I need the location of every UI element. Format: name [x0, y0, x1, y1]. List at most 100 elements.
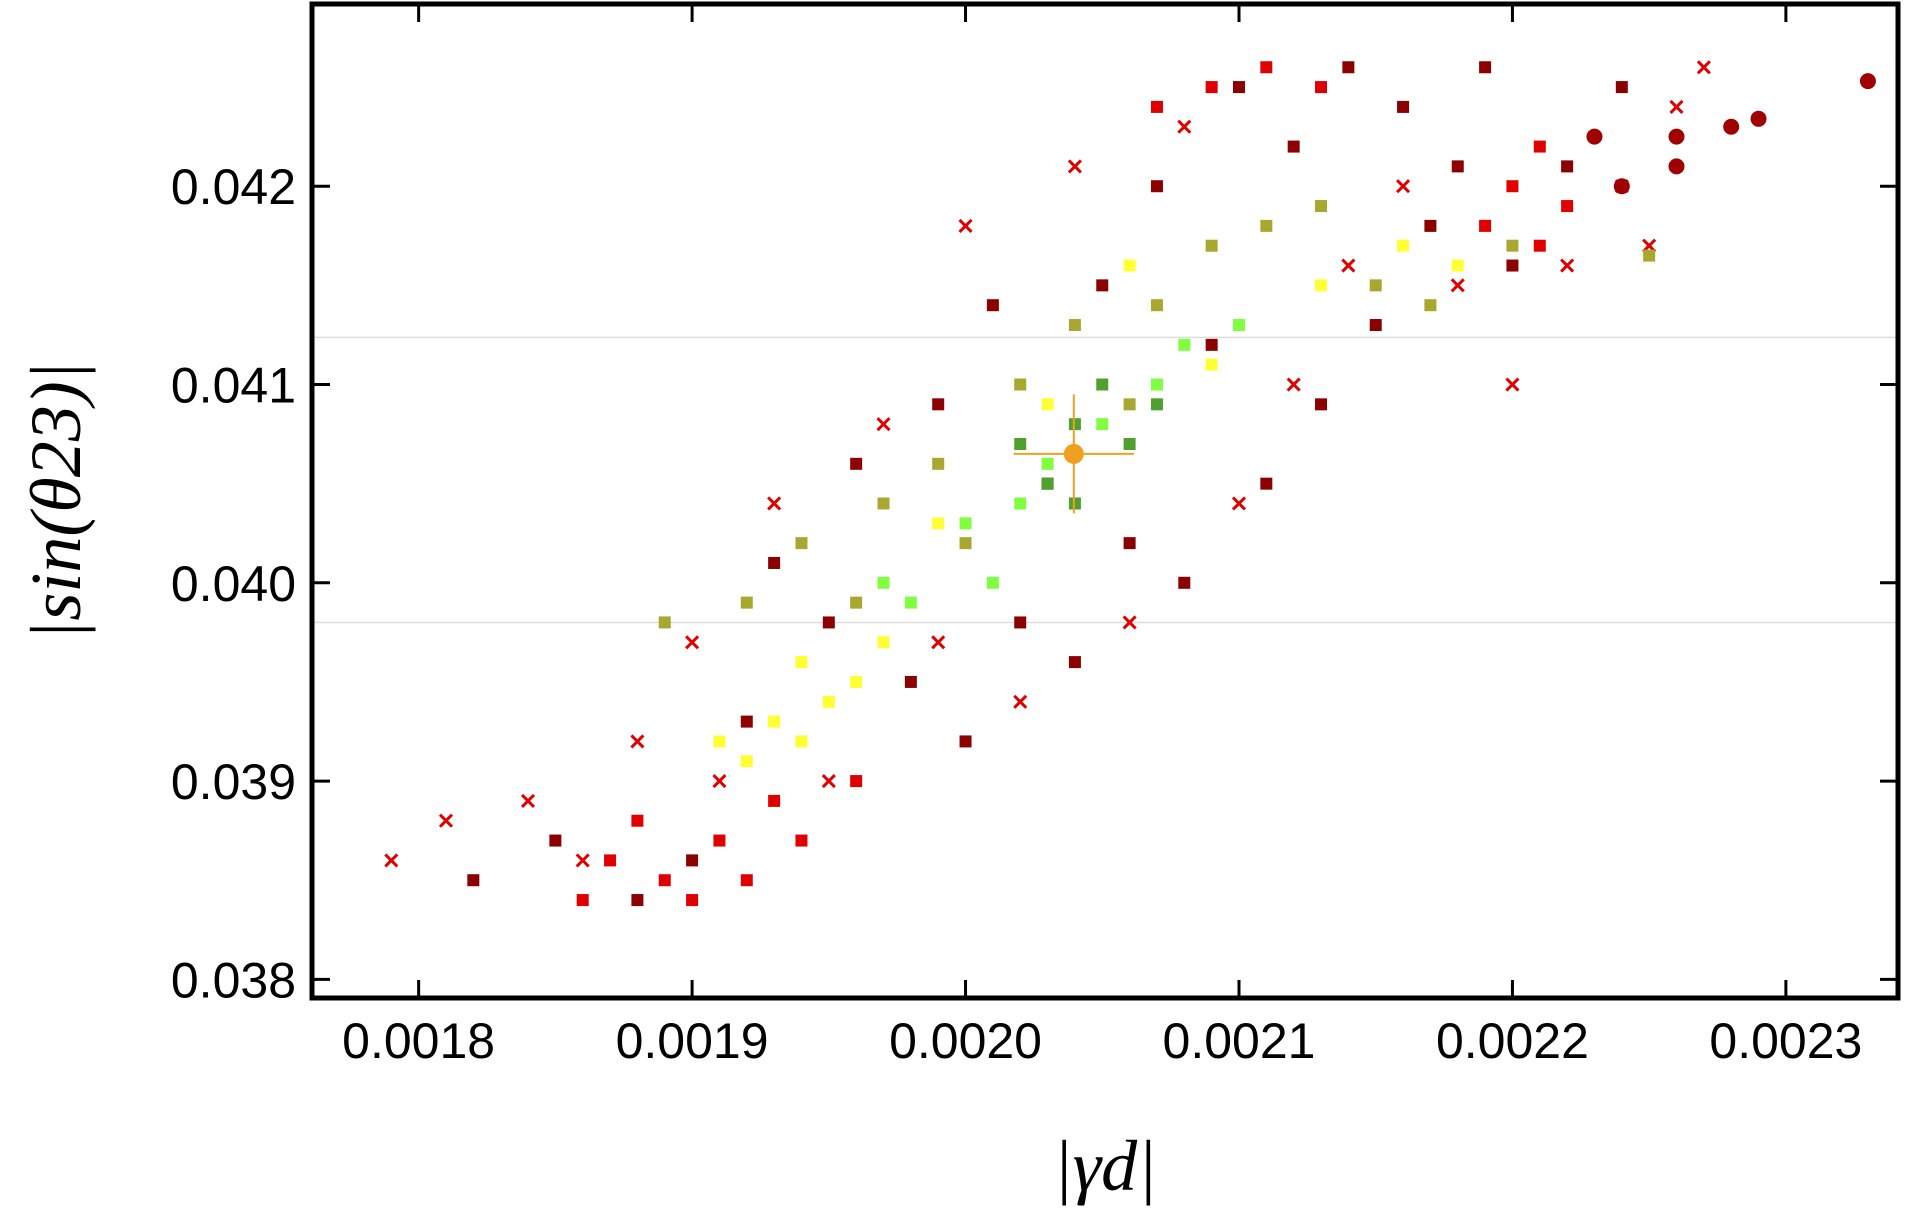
point	[1369, 319, 1382, 332]
y-tick-label: 0.042	[171, 159, 296, 215]
point	[438, 813, 454, 828]
point	[1096, 279, 1109, 292]
x-axis-label: |γd|	[1053, 1126, 1157, 1206]
point	[904, 596, 917, 609]
plot-points	[384, 60, 1876, 907]
point	[850, 775, 863, 788]
point	[658, 874, 671, 887]
point	[1315, 81, 1328, 94]
point	[631, 894, 644, 907]
point	[1260, 219, 1273, 232]
point	[850, 457, 863, 470]
point	[768, 556, 781, 569]
point	[932, 517, 945, 530]
point	[1369, 279, 1382, 292]
point	[1068, 656, 1081, 669]
point	[1506, 239, 1519, 252]
point	[986, 576, 999, 589]
point	[686, 894, 699, 907]
point	[959, 517, 972, 530]
x-tick-label: 0.0018	[342, 1013, 495, 1069]
point	[795, 537, 808, 550]
point	[1150, 398, 1163, 411]
point	[1205, 239, 1218, 252]
point	[1177, 119, 1192, 134]
point	[931, 635, 946, 650]
point	[1014, 497, 1027, 510]
point	[877, 576, 890, 589]
reference-point	[1063, 443, 1084, 464]
point	[877, 636, 890, 649]
point	[1068, 497, 1081, 510]
point	[549, 834, 562, 847]
point	[1533, 140, 1546, 153]
point	[384, 853, 399, 868]
point	[686, 854, 699, 867]
point	[932, 457, 945, 470]
point	[1150, 180, 1163, 193]
point	[658, 616, 671, 629]
point	[467, 874, 480, 887]
point	[520, 793, 536, 808]
point	[795, 834, 808, 847]
point	[630, 734, 645, 749]
point	[740, 874, 753, 887]
point	[1287, 140, 1300, 153]
point	[1232, 319, 1245, 332]
point	[1041, 477, 1054, 490]
point	[1506, 259, 1519, 272]
point	[604, 854, 617, 867]
point	[1315, 200, 1328, 213]
point	[1014, 378, 1027, 391]
point	[876, 417, 891, 432]
point	[1424, 299, 1437, 312]
point	[1096, 418, 1109, 431]
point	[740, 596, 753, 609]
x-tick-label: 0.0022	[1436, 1013, 1589, 1069]
point	[1123, 437, 1136, 450]
point	[795, 656, 808, 669]
y-tick-label: 0.038	[171, 952, 296, 1008]
point	[1260, 477, 1273, 490]
point	[1668, 128, 1685, 145]
point	[1068, 319, 1081, 332]
point	[631, 814, 644, 827]
plot-frame	[309, 1, 1901, 1001]
point	[740, 715, 753, 728]
point	[740, 755, 753, 768]
point	[1178, 338, 1191, 351]
point	[1178, 576, 1191, 589]
point	[1342, 61, 1355, 74]
point	[1205, 81, 1218, 94]
point	[822, 695, 835, 708]
point	[904, 675, 917, 688]
point	[1014, 437, 1027, 450]
point	[713, 735, 726, 748]
point	[1123, 398, 1136, 411]
point	[986, 299, 999, 312]
point	[1696, 60, 1711, 75]
point	[822, 616, 835, 629]
point	[575, 853, 590, 868]
point	[795, 735, 808, 748]
point	[685, 635, 700, 650]
point	[1561, 160, 1574, 173]
point	[712, 774, 727, 789]
point	[1505, 377, 1520, 392]
point	[713, 834, 726, 847]
point	[1859, 73, 1876, 90]
point	[1014, 616, 1027, 629]
point	[850, 675, 863, 688]
point	[768, 715, 781, 728]
point	[959, 537, 972, 550]
point	[1205, 358, 1218, 371]
point	[877, 497, 890, 510]
point	[1341, 258, 1356, 273]
x-tick-label: 0.0019	[616, 1013, 769, 1069]
point	[576, 894, 589, 907]
x-tick-label: 0.0021	[1163, 1013, 1316, 1069]
point	[1096, 378, 1109, 391]
point	[1613, 178, 1630, 195]
point	[1533, 239, 1546, 252]
